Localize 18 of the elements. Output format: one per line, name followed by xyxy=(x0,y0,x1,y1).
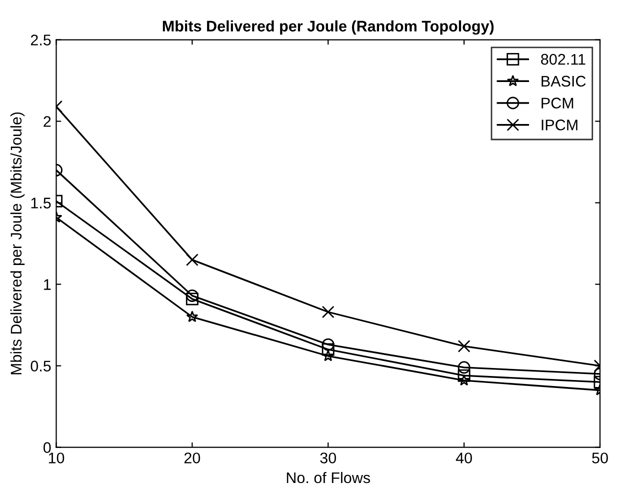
x-tick-label: 20 xyxy=(184,452,200,464)
y-tick-label: 0 xyxy=(43,442,51,453)
x-axis-title: No. of Flows xyxy=(286,472,370,484)
y-tick-label: 1.5 xyxy=(31,198,51,208)
x-tick-label: 30 xyxy=(320,452,336,464)
x-tick-label: 10 xyxy=(48,452,64,464)
y-tick-label: 2.5 xyxy=(30,34,51,46)
legend-label: PCM xyxy=(542,98,574,108)
chart-title: Mbits Delivered per Joule (Random Topology) xyxy=(162,20,494,35)
x-tick-label: 40 xyxy=(456,452,472,464)
y-axis-title: Mbits Delivered per Joule (Mbits/Joule) xyxy=(10,112,25,374)
legend-label: IPCM xyxy=(542,120,578,130)
y-tick-label: 1 xyxy=(44,279,51,290)
x-tick-label: 50 xyxy=(592,452,608,464)
y-tick-label: 0.5 xyxy=(30,360,51,372)
legend-label: 802.11 xyxy=(541,54,586,65)
y-tick-label: 2 xyxy=(44,116,51,127)
legend-label: BASIC xyxy=(542,76,586,87)
